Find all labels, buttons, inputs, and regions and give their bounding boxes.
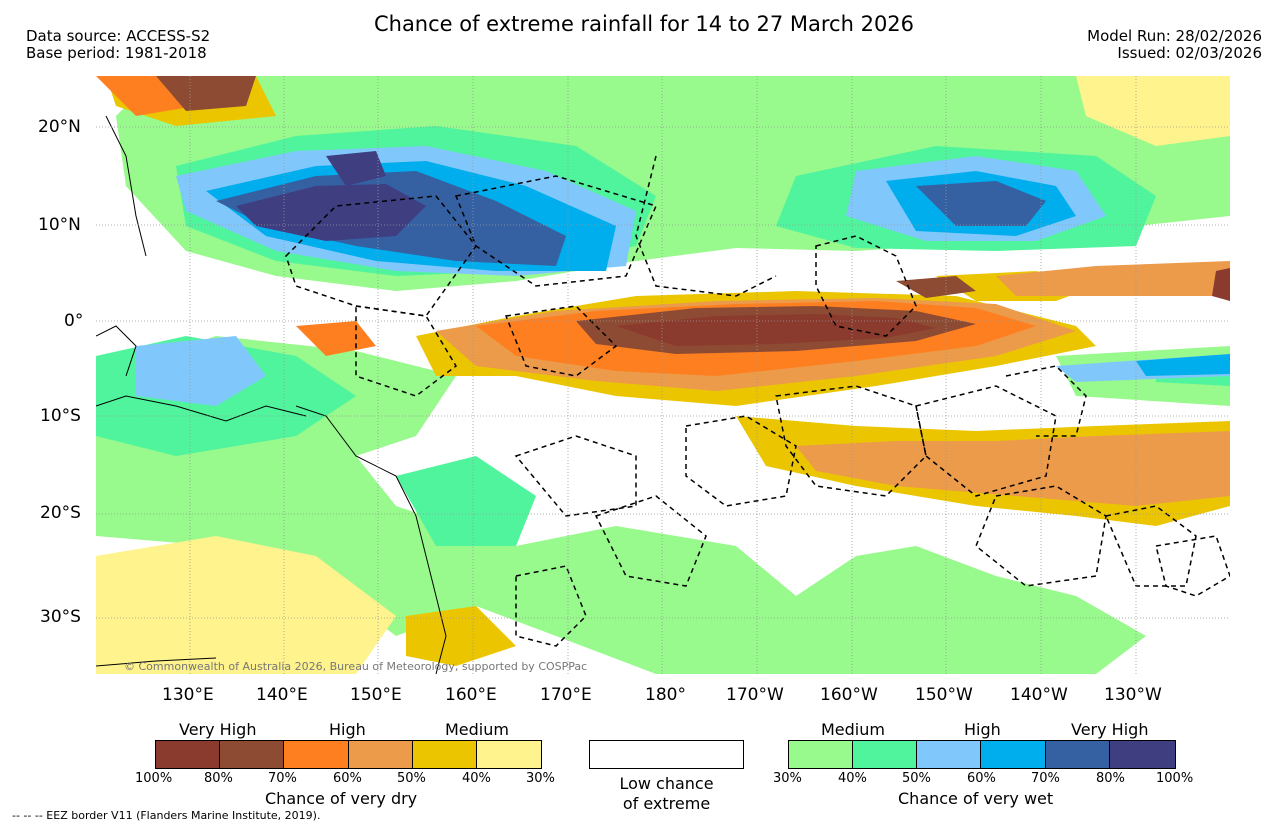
wet-tick-30: 30% <box>773 771 802 786</box>
dry-category-high: High <box>329 720 366 739</box>
dry-swatch-2 <box>220 741 284 768</box>
wet-tick-100: 100% <box>1156 771 1194 786</box>
wet-legend-title: Chance of very wet <box>898 789 1054 808</box>
wet-category-very-high: Very High <box>1071 720 1149 739</box>
dry-swatch-3 <box>284 741 349 768</box>
lat-label-20s: 20°S <box>40 503 81 523</box>
dry-tick-50: 50% <box>397 771 426 786</box>
lon-label-140e: 140°E <box>256 685 308 705</box>
graticule <box>96 76 1230 674</box>
lon-label-130e: 130°E <box>162 685 214 705</box>
dry-tick-40: 40% <box>462 771 491 786</box>
model-info: Model Run: 28/02/2026 Issued: 02/03/2026 <box>1087 28 1262 62</box>
low-chance-line2: of extreme <box>622 794 711 813</box>
lon-label-180: 180° <box>645 685 686 705</box>
base-period-line: Base period: 1981-2018 <box>26 44 207 62</box>
wet-swatch-3 <box>917 741 981 768</box>
copyright-text: © Commonwealth of Australia 2026, Bureau… <box>124 660 588 673</box>
dry-swatch-6 <box>477 741 541 768</box>
dry-colorbar <box>155 740 542 769</box>
wet-swatch-5 <box>1046 741 1110 768</box>
wet-tick-70: 70% <box>1031 771 1060 786</box>
wet-tick-60: 60% <box>967 771 996 786</box>
model-run-line: Model Run: 28/02/2026 <box>1087 27 1262 45</box>
lon-label-130w: 130°W <box>1104 685 1162 705</box>
rainfall-map <box>96 76 1230 674</box>
lon-label-150w: 150°W <box>915 685 973 705</box>
data-source-text: Data source: ACCESS-S2 Base period: 1981… <box>26 28 210 62</box>
wet-tick-40: 40% <box>838 771 867 786</box>
lon-label-160e: 160°E <box>445 685 497 705</box>
lat-label-10s: 10°S <box>40 406 81 426</box>
wet-category-high: High <box>964 720 1001 739</box>
dry-swatch-5 <box>413 741 477 768</box>
data-source-line: Data source: ACCESS-S2 <box>26 27 211 45</box>
wet-swatch-4 <box>981 741 1046 768</box>
wet-category-medium: Medium <box>821 720 885 739</box>
lat-label-0: 0° <box>64 311 84 331</box>
wet-tick-50: 50% <box>902 771 931 786</box>
dry-swatch-4 <box>349 741 413 768</box>
wet-swatch-6 <box>1110 741 1175 768</box>
dry-low-region <box>96 76 1230 674</box>
coastlines <box>96 115 447 674</box>
lon-label-170w: 170°W <box>726 685 784 705</box>
dry-swatch-1 <box>156 741 220 768</box>
wet-swatch-2 <box>853 741 917 768</box>
eez-footnote: -- -- -- EEZ border V11 (Flanders Marine… <box>12 809 321 822</box>
issued-line: Issued: 02/03/2026 <box>1117 44 1262 62</box>
wet-swatch-1 <box>789 741 853 768</box>
lon-label-160w: 160°W <box>820 685 878 705</box>
low-chance-label: Low chance of extreme <box>589 774 744 814</box>
dry-tick-80: 80% <box>204 771 233 786</box>
eez-borders <box>285 155 1230 647</box>
lon-label-170e: 170°E <box>540 685 592 705</box>
dry-tick-30: 30% <box>526 771 555 786</box>
dry-tick-100: 100% <box>135 771 173 786</box>
low-chance-swatch <box>589 740 744 769</box>
wet-top-region <box>236 151 426 241</box>
dry-legend-title: Chance of very dry <box>265 789 418 808</box>
dry-category-very-high: Very High <box>179 720 257 739</box>
lon-label-140w: 140°W <box>1010 685 1068 705</box>
lat-label-10n: 10°N <box>38 215 81 235</box>
map-title: Chance of extreme rainfall for 14 to 27 … <box>373 12 915 36</box>
dry-tick-70: 70% <box>268 771 297 786</box>
low-chance-line1: Low chance <box>619 774 714 793</box>
dry-tick-60: 60% <box>333 771 362 786</box>
dry-category-medium: Medium <box>445 720 509 739</box>
wet-colorbar <box>788 740 1176 769</box>
lat-label-20n: 20°N <box>38 117 81 137</box>
dry-extreme-region <box>616 268 1230 346</box>
lat-label-30s: 30°S <box>40 607 81 627</box>
lon-label-150e: 150°E <box>350 685 402 705</box>
wet-tick-80: 80% <box>1096 771 1125 786</box>
